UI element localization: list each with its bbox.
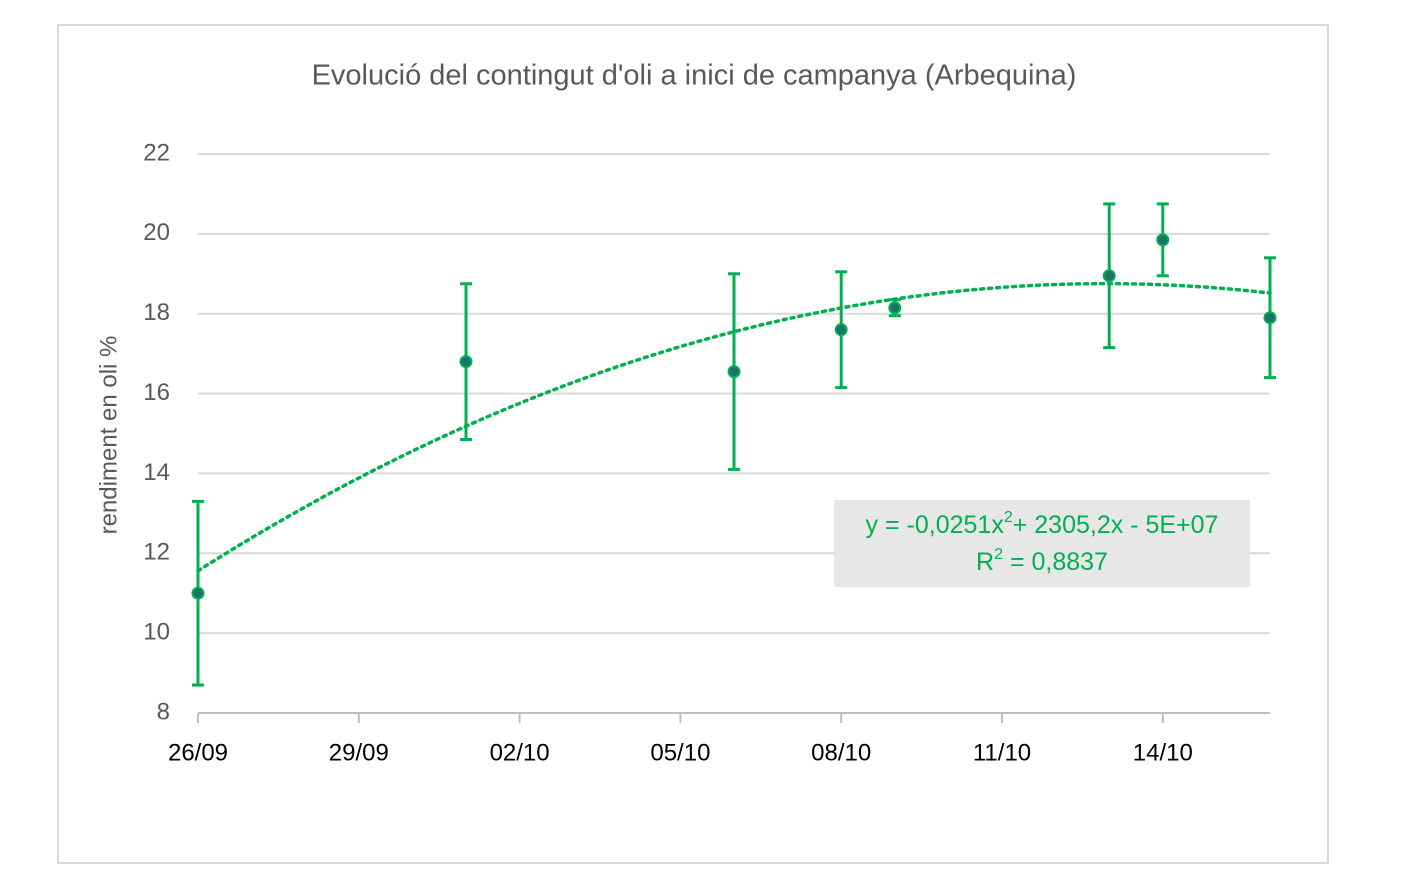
y-axis-label: rendiment en oli % [95,336,122,535]
trendline-label: R2 = 0,8837 [976,546,1108,576]
trendline [196,281,1272,573]
trendline-label-part: y = -0,0251x [866,511,1005,539]
trendline-label-box [834,500,1250,587]
marker [727,365,741,379]
x-tick-label: 11/10 [973,739,1031,766]
y-tick-label: 20 [143,219,170,246]
y-tick-label: 8 [157,698,170,725]
y-tick-label: 10 [143,618,170,645]
trendline-label: y = -0,0251x2+ 2305,2x - 5E+07 [866,509,1219,539]
x-tick-label: 05/10 [650,739,710,766]
x-tick-label: 26/09 [168,739,228,766]
y-tick-label: 14 [143,459,170,486]
marker [834,323,848,337]
x-tick-label: 14/10 [1133,739,1193,766]
y-tick-label: 18 [143,299,170,326]
x-tick-label: 08/10 [811,739,871,766]
y-tick-label: 22 [143,139,170,166]
x-tick-label: 02/10 [490,739,550,766]
marker [191,586,205,600]
marker [1102,269,1116,283]
marker [1263,311,1277,325]
chart-frame [57,24,1329,864]
trendline-label-part: 2 [994,546,1003,563]
x-tick-label: 29/09 [329,739,389,766]
marker [1156,233,1170,247]
trendline-label-part: 2 [1004,509,1013,526]
trendline-label-part: R [976,548,994,576]
trendline-label-part: = 0,8837 [1003,548,1108,576]
marker [459,355,473,369]
trendline-label-part: + 2305,2x - 5E+07 [1013,511,1219,539]
y-tick-label: 16 [143,379,170,406]
marker [888,301,902,315]
y-tick-label: 12 [143,539,170,566]
chart-title: Evolució del contingut d'oli a inici de … [312,60,1077,92]
